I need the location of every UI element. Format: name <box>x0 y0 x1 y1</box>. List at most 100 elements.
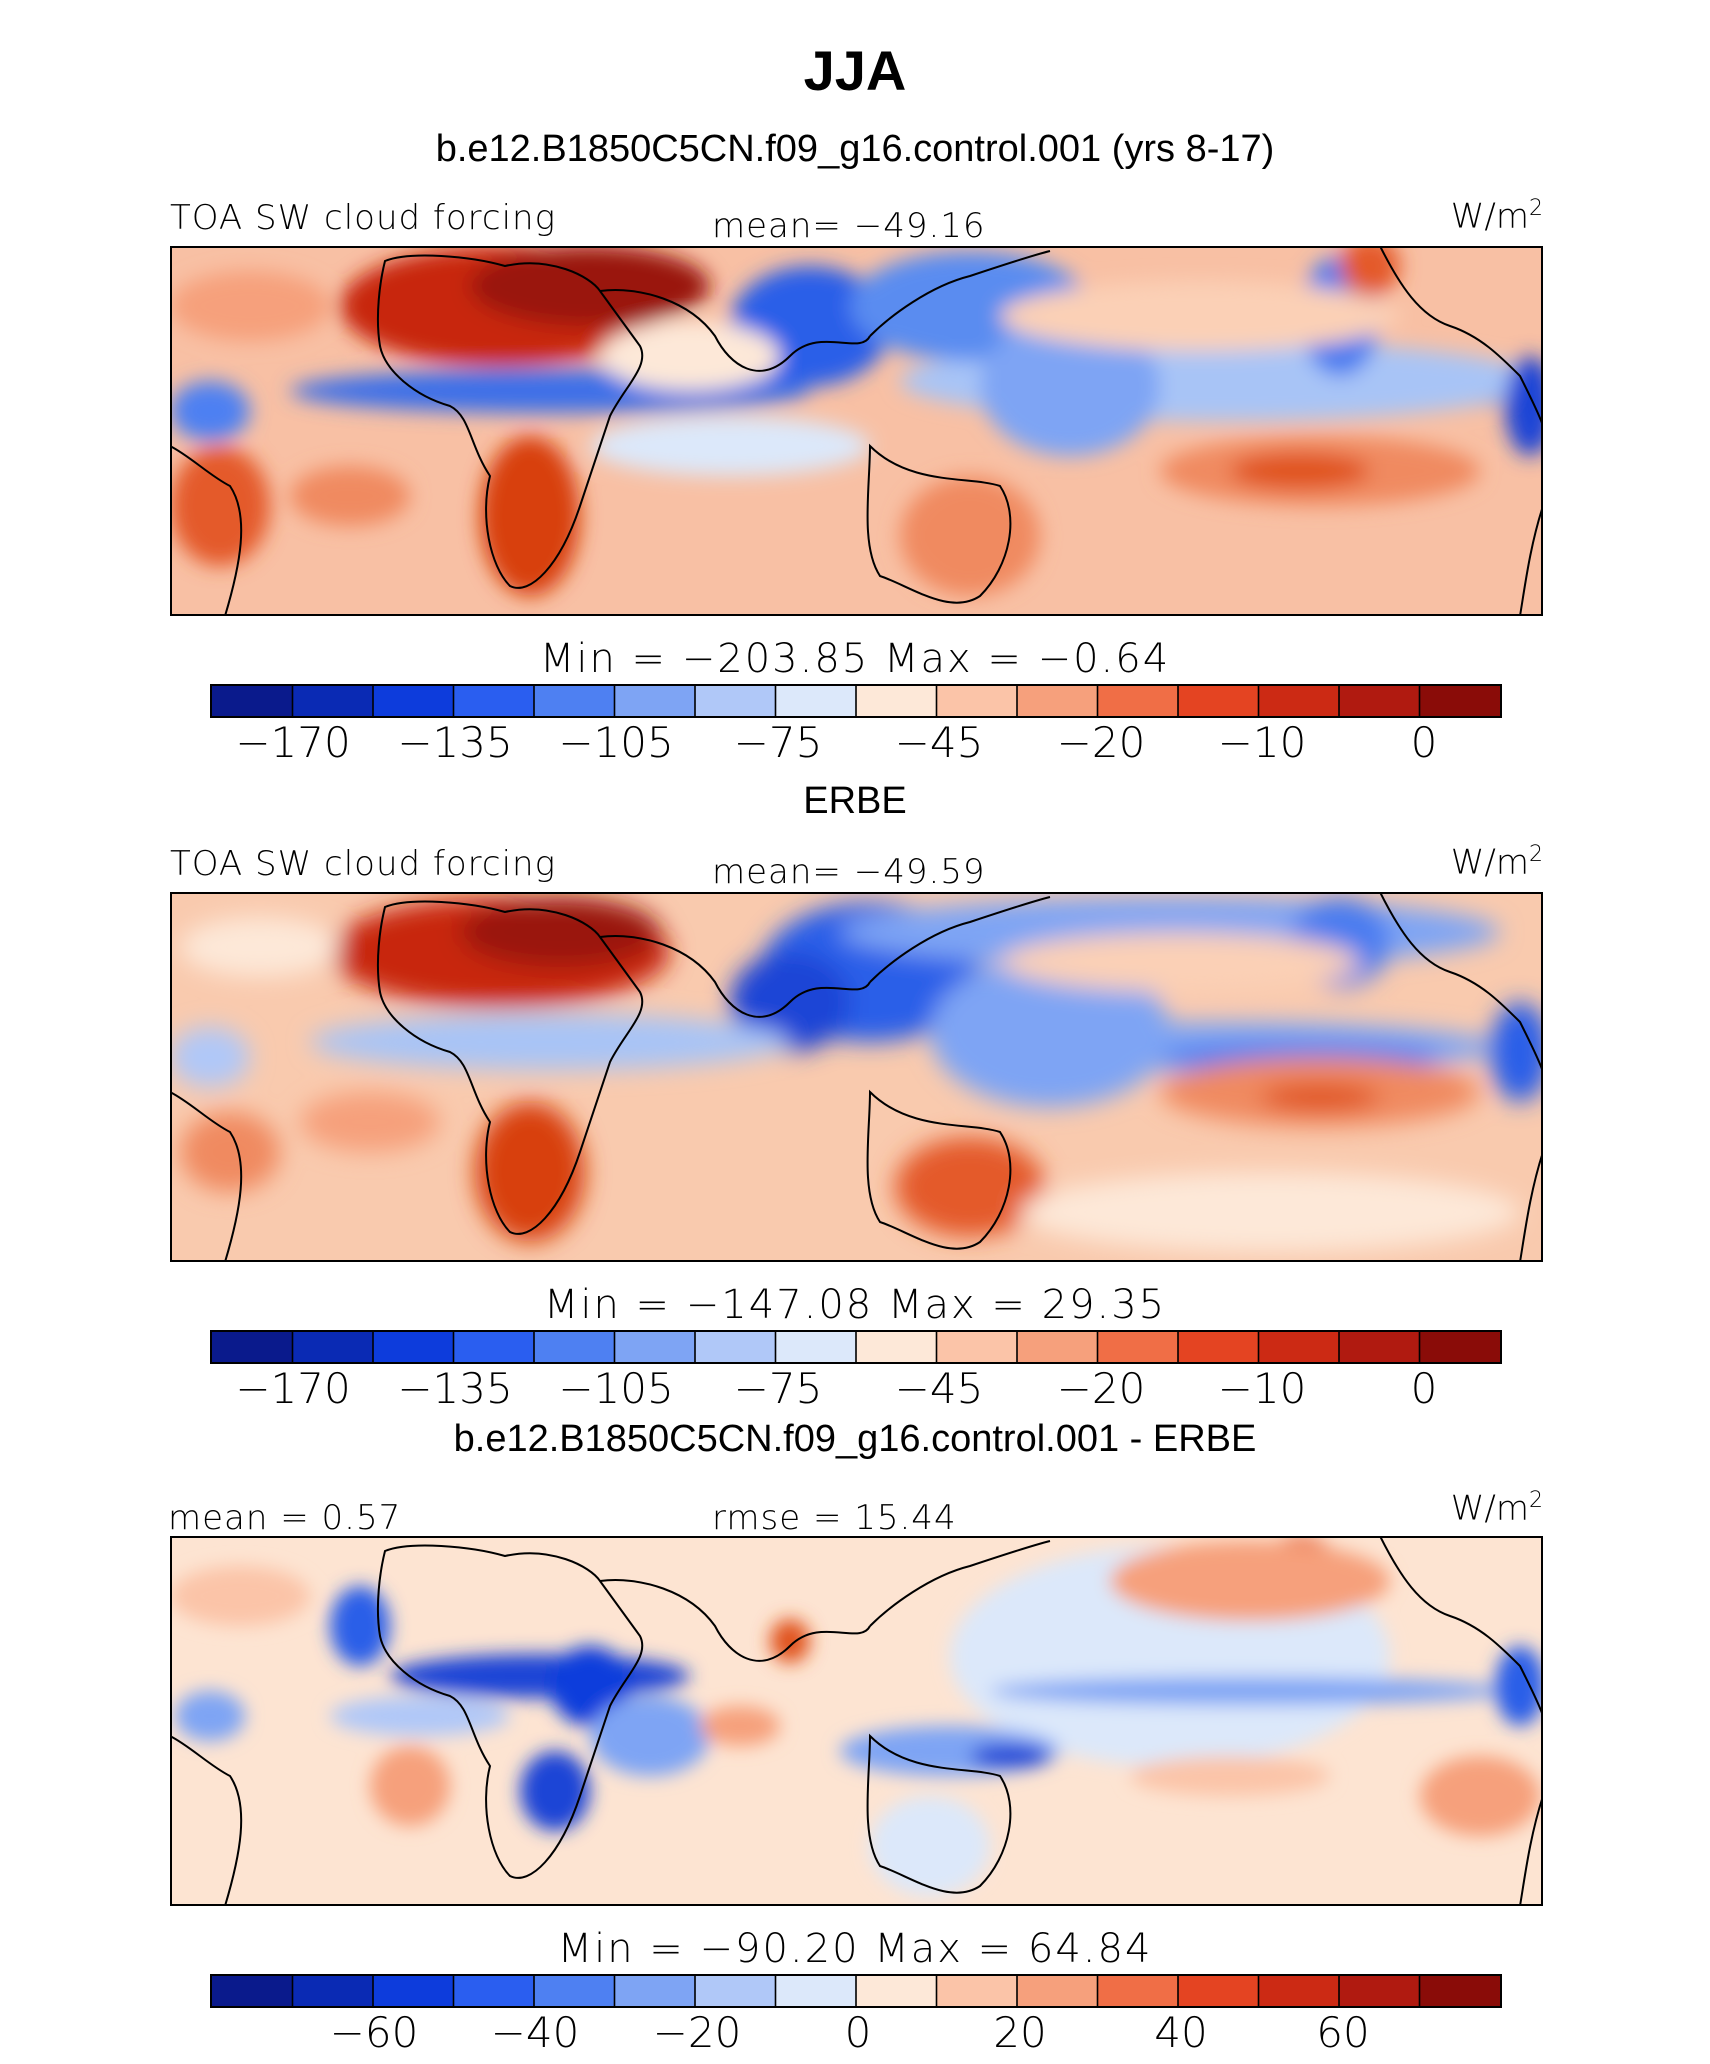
colorbar-tick-label: 20 <box>993 2008 1047 2057</box>
colorbar-swatch <box>453 686 534 716</box>
panel1-colorbar-swatches <box>212 686 1500 716</box>
colorbar-swatch <box>373 1332 454 1362</box>
colorbar-tick-label: −170 <box>235 718 351 767</box>
colorbar-tick-label: −45 <box>894 718 984 767</box>
panel2-mean-label: mean= −49.59 <box>712 852 986 892</box>
colorbar-swatch <box>695 1332 776 1362</box>
colorbar-swatch <box>453 1976 534 2006</box>
colorbar-tick-label: 0 <box>1410 1364 1438 1413</box>
colorbar-swatch <box>1258 686 1339 716</box>
colorbar-tick-label: −60 <box>329 2008 419 2057</box>
colorbar-swatch <box>1178 1332 1259 1362</box>
colorbar-tick-label: −20 <box>1056 718 1146 767</box>
colorbar-tick-label: −20 <box>652 2008 742 2057</box>
colorbar-tick-label: 0 <box>1410 718 1438 767</box>
panel3-heading: b.e12.B1850C5CN.f09_g16.control.001 - ER… <box>453 1418 1257 1460</box>
panel3-mean-label: mean = 0.57 <box>168 1498 402 1538</box>
panel2-colorbar <box>210 1330 1502 1364</box>
colorbar-swatch <box>695 1976 776 2006</box>
colorbar-swatch <box>292 1976 373 2006</box>
colorbar-tick-label: −75 <box>733 718 823 767</box>
colorbar-tick-label: −10 <box>1217 1364 1307 1413</box>
colorbar-swatch <box>936 1332 1017 1362</box>
panel1-units-text: W/m <box>1450 196 1529 237</box>
panel3-rmse-label: rmse = 15.44 <box>712 1498 957 1538</box>
colorbar-swatch <box>775 1976 856 2006</box>
colorbar-swatch <box>775 1332 856 1362</box>
colorbar-tick-label: −40 <box>490 2008 580 2057</box>
colorbar-swatch <box>1178 686 1259 716</box>
colorbar-tick-label: −135 <box>397 718 513 767</box>
colorbar-tick-label: 60 <box>1316 2008 1370 2057</box>
colorbar-swatch <box>373 686 454 716</box>
colorbar-swatch <box>212 686 293 716</box>
colorbar-tick-label: −105 <box>558 718 674 767</box>
colorbar-swatch <box>856 1332 937 1362</box>
colorbar-swatch <box>453 1332 534 1362</box>
colorbar-swatch <box>614 1332 695 1362</box>
colorbar-swatch <box>1017 1332 1098 1362</box>
figure-title: JJA <box>803 39 907 102</box>
colorbar-swatch <box>1017 1976 1098 2006</box>
panel2-minmax: Min = −147.08 Max = 29.35 <box>543 1282 1167 1328</box>
colorbar-swatch <box>1339 686 1420 716</box>
colorbar-tick-label: −10 <box>1217 718 1307 767</box>
panel2-map <box>170 892 1543 1262</box>
colorbar-tick-label: −170 <box>235 1364 351 1413</box>
colorbar-swatch <box>534 1332 615 1362</box>
colorbar-swatch <box>1097 1332 1178 1362</box>
panel3-colorbar-ticks: −60 −40 −20 0 20 40 60 <box>150 2008 1550 2058</box>
colorbar-swatch <box>856 1976 937 2006</box>
colorbar-tick-label: −20 <box>1056 1364 1146 1413</box>
colorbar-swatch <box>1017 686 1098 716</box>
colorbar-swatch <box>534 686 615 716</box>
colorbar-swatch <box>373 1976 454 2006</box>
panel2-variable-label: TOA SW cloud forcing <box>170 844 556 884</box>
colorbar-swatch <box>856 686 937 716</box>
colorbar-swatch <box>292 1332 373 1362</box>
colorbar-swatch <box>1258 1976 1339 2006</box>
panel3-minmax: Min = −90.20 Max = 64.84 <box>557 1926 1153 1972</box>
panel2-units-label: W/m2 <box>1450 842 1543 883</box>
panel3-map <box>170 1536 1543 1906</box>
panel1-colorbar-ticks: −170 −135 −105 −75 −45 −20 −10 0 <box>150 718 1550 768</box>
panel1-units-label: W/m2 <box>1450 196 1543 237</box>
colorbar-swatch <box>1097 686 1178 716</box>
panel3-units-text: W/m <box>1450 1488 1529 1529</box>
colorbar-swatch <box>292 686 373 716</box>
colorbar-swatch <box>1258 1332 1339 1362</box>
colorbar-swatch <box>1339 1976 1420 2006</box>
colorbar-tick-label: 40 <box>1154 2008 1208 2057</box>
panel2-units-text: W/m <box>1450 842 1529 883</box>
colorbar-swatch <box>212 1332 293 1362</box>
panel3-colorbar <box>210 1974 1502 2008</box>
panel1-variable-label: TOA SW cloud forcing <box>170 198 556 238</box>
panel2-heading: ERBE <box>803 780 907 822</box>
colorbar-swatch <box>1419 1976 1500 2006</box>
colorbar-tick-label: −135 <box>397 1364 513 1413</box>
panel1-minmax: Min = −203.85 Max = −0.64 <box>539 636 1171 682</box>
panel1-heading: b.e12.B1850C5CN.f09_g16.control.001 (yrs… <box>435 128 1275 170</box>
colorbar-swatch <box>614 1976 695 2006</box>
panel1-mean-label: mean= −49.16 <box>712 206 986 246</box>
panel1-colorbar <box>210 684 1502 718</box>
panel3-units-label: W/m2 <box>1450 1488 1543 1529</box>
panel2-colorbar-swatches <box>212 1332 1500 1362</box>
colorbar-swatch <box>534 1976 615 2006</box>
colorbar-tick-label: −75 <box>733 1364 823 1413</box>
colorbar-swatch <box>1419 686 1500 716</box>
colorbar-swatch <box>1097 1976 1178 2006</box>
colorbar-swatch <box>936 1976 1017 2006</box>
colorbar-tick-label: 0 <box>844 2008 872 2057</box>
colorbar-swatch <box>775 686 856 716</box>
colorbar-swatch <box>695 686 776 716</box>
colorbar-swatch <box>936 686 1017 716</box>
colorbar-swatch <box>1339 1332 1420 1362</box>
colorbar-swatch <box>1419 1332 1500 1362</box>
colorbar-tick-label: −45 <box>894 1364 984 1413</box>
colorbar-tick-label: −105 <box>558 1364 674 1413</box>
colorbar-swatch <box>212 1976 293 2006</box>
panel1-map <box>170 246 1543 616</box>
panel3-colorbar-swatches <box>212 1976 1500 2006</box>
panel2-colorbar-ticks: −170 −135 −105 −75 −45 −20 −10 0 <box>150 1364 1550 1414</box>
